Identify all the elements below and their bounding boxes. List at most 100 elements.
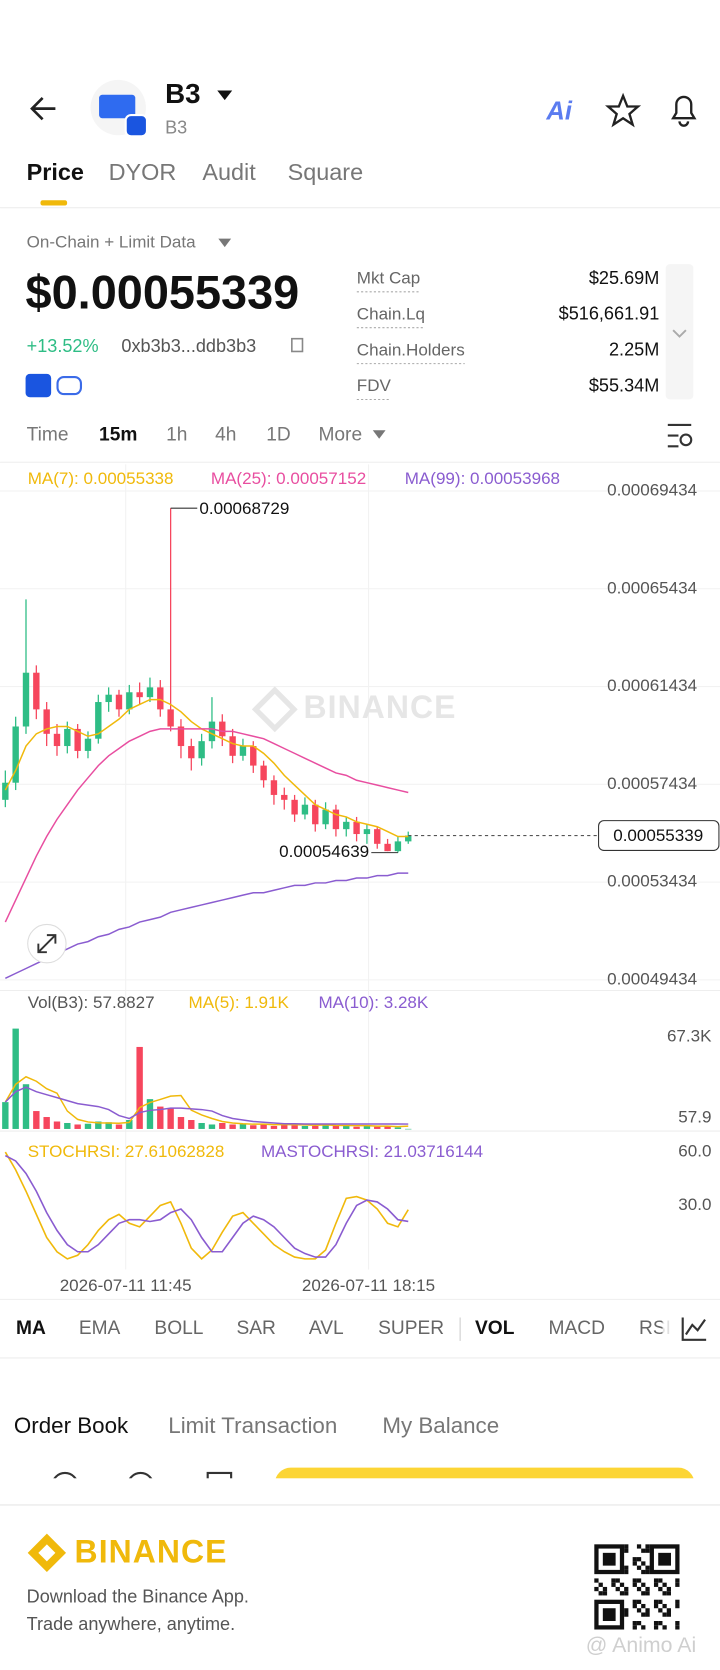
qr-cell bbox=[624, 1569, 629, 1575]
qr-finder bbox=[649, 1544, 680, 1575]
qr-cell bbox=[615, 1578, 620, 1583]
candle-body bbox=[12, 726, 19, 783]
qr-cell bbox=[632, 1621, 637, 1626]
qr-cell bbox=[645, 1608, 650, 1613]
bell-icon[interactable] bbox=[671, 95, 697, 127]
chart-settings[interactable] bbox=[667, 423, 692, 448]
qr-cell bbox=[632, 1603, 637, 1609]
qr-cell bbox=[645, 1591, 650, 1596]
interval[interactable]: 1D bbox=[266, 425, 291, 446]
tab[interactable]: DYOR bbox=[109, 159, 177, 185]
volume-bar bbox=[177, 1117, 185, 1129]
qr-cell bbox=[662, 1591, 667, 1596]
ai-icon[interactable]: Ai bbox=[545, 98, 572, 126]
footer-brand: BINANCE bbox=[75, 1533, 228, 1569]
copy-icon[interactable] bbox=[291, 337, 304, 353]
indicator-tab[interactable]: MA bbox=[16, 1318, 46, 1339]
indicator-tab[interactable]: AVL bbox=[309, 1318, 344, 1339]
volume-legend: Vol(B3): 57.8827 bbox=[28, 993, 155, 1012]
qr-code bbox=[594, 1544, 680, 1630]
bottom-tab[interactable]: Order Book bbox=[14, 1413, 129, 1438]
interval[interactable]: Time bbox=[27, 425, 69, 446]
indicator-chart-icon[interactable] bbox=[681, 1317, 707, 1341]
qr-cell bbox=[662, 1603, 667, 1609]
game-icon[interactable] bbox=[56, 375, 83, 396]
volume-bar bbox=[301, 1125, 309, 1129]
qr-cell bbox=[641, 1569, 646, 1575]
back-button[interactable] bbox=[30, 97, 56, 121]
chain-icon[interactable] bbox=[25, 373, 52, 398]
interval[interactable]: 4h bbox=[215, 425, 236, 446]
volume-legend: MA(10): 3.28K bbox=[318, 993, 428, 1012]
indicator-tab[interactable]: BOLL bbox=[154, 1318, 203, 1339]
ma-legend: MA(99): 0.00053968 bbox=[405, 469, 560, 488]
price: $0.00055339 bbox=[26, 266, 300, 318]
indicator-line bbox=[4, 728, 409, 923]
stochrsi-legend: STOCHRSI: 27.61062828 bbox=[28, 1142, 225, 1161]
interval[interactable]: 15m bbox=[99, 425, 137, 446]
candle-body bbox=[126, 692, 133, 710]
footer-line: Trade anywhere, anytime. bbox=[27, 1614, 236, 1634]
star-icon[interactable] bbox=[605, 92, 642, 128]
qr-cell bbox=[658, 1621, 663, 1626]
volume-bar bbox=[260, 1124, 267, 1129]
tab[interactable]: Price bbox=[27, 159, 84, 185]
volume-bar bbox=[405, 1128, 412, 1130]
volume-bar bbox=[219, 1122, 226, 1129]
bottom-tab[interactable]: My Balance bbox=[382, 1413, 499, 1438]
candle-body bbox=[312, 804, 319, 825]
candle-body bbox=[208, 721, 216, 742]
qr-cell bbox=[641, 1591, 646, 1596]
volume-bar bbox=[239, 1123, 247, 1129]
bottom-tab[interactable]: Limit Transaction bbox=[168, 1413, 337, 1438]
qr-cell bbox=[611, 1582, 616, 1587]
qr-cell bbox=[624, 1586, 629, 1592]
indicator-tab[interactable]: SUPER bbox=[378, 1318, 444, 1339]
volume-bar bbox=[343, 1125, 350, 1129]
qr-cell bbox=[624, 1591, 629, 1596]
candle-body bbox=[157, 687, 164, 710]
indicator-tab[interactable]: EMA bbox=[79, 1318, 121, 1339]
indicator-line bbox=[4, 698, 409, 838]
indicator-tab[interactable]: MACD bbox=[549, 1318, 605, 1339]
stats-expand[interactable] bbox=[665, 264, 694, 400]
qr-cell bbox=[615, 1586, 620, 1592]
candle-body bbox=[229, 736, 236, 756]
candle-body bbox=[363, 829, 371, 835]
current-price-tag bbox=[598, 820, 720, 851]
data-source[interactable]: On-Chain + Limit Data bbox=[27, 232, 196, 251]
candle-body bbox=[2, 782, 9, 800]
qr-cell bbox=[641, 1561, 646, 1566]
tab-indicator bbox=[40, 200, 68, 206]
tab[interactable]: Square bbox=[288, 159, 364, 185]
indicator-tab[interactable]: VOL bbox=[475, 1318, 515, 1339]
y-tick-label: 0.00061434 bbox=[607, 676, 697, 695]
qr-cell bbox=[632, 1561, 637, 1566]
volume-bar bbox=[363, 1125, 371, 1129]
volume-bar bbox=[291, 1125, 298, 1129]
source-dropdown[interactable] bbox=[218, 238, 232, 248]
candle-body bbox=[146, 687, 154, 698]
fade bbox=[662, 1312, 678, 1347]
volume-bar bbox=[384, 1125, 391, 1129]
interval[interactable]: More bbox=[318, 425, 362, 446]
interval[interactable]: 1h bbox=[166, 425, 187, 446]
title-dropdown[interactable] bbox=[217, 90, 233, 101]
stat-value: $55.34M bbox=[589, 376, 659, 396]
volume-bar bbox=[95, 1121, 102, 1129]
candle-body bbox=[74, 728, 81, 751]
indicator-tab[interactable]: SAR bbox=[236, 1318, 275, 1339]
tab[interactable]: Audit bbox=[202, 159, 256, 185]
qr-finder bbox=[594, 1599, 625, 1630]
token-title: B3 bbox=[165, 78, 200, 109]
qr-cell bbox=[645, 1569, 650, 1575]
candle-body bbox=[105, 694, 112, 703]
qr-cell bbox=[624, 1548, 629, 1553]
qr-cell bbox=[611, 1578, 616, 1583]
qr-cell bbox=[636, 1557, 642, 1562]
volume-bar bbox=[136, 1046, 143, 1129]
candle-body bbox=[115, 694, 123, 710]
qr-cell bbox=[662, 1582, 667, 1587]
